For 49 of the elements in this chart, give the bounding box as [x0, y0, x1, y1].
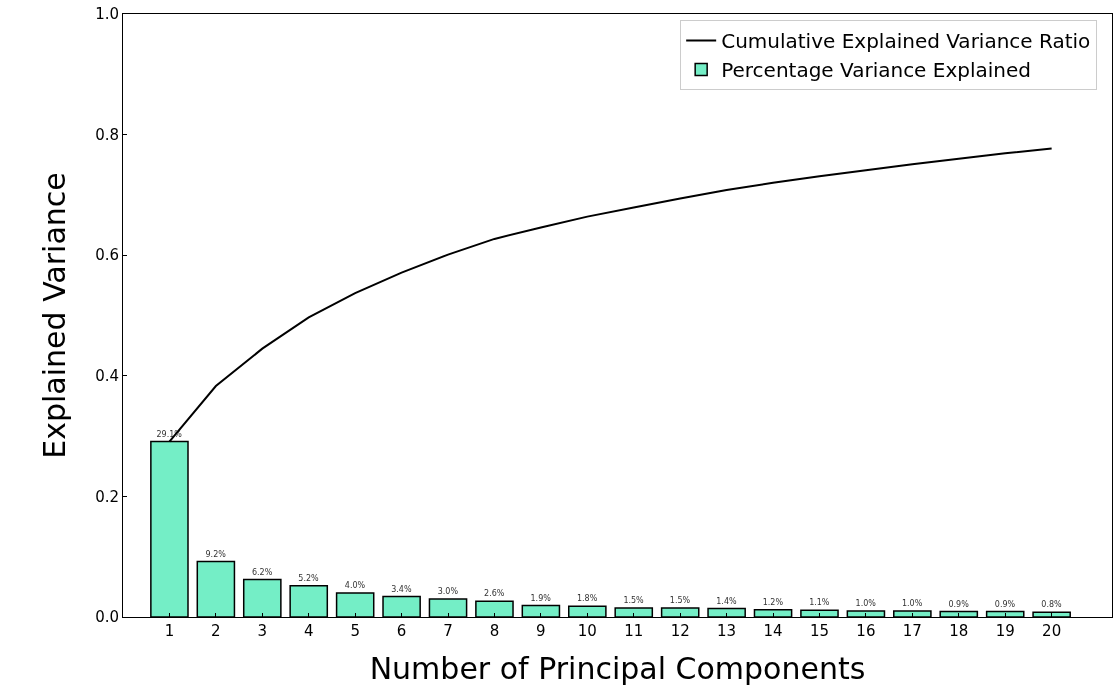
data-label: 1.5% — [623, 595, 645, 605]
x-axis-title: Number of Principal Components — [369, 650, 866, 686]
y-tick-label: 0.2 — [95, 487, 119, 506]
data-label: 1.5% — [669, 595, 691, 605]
y-tick-label: 0.4 — [95, 367, 119, 386]
x-tick-label: 10 — [577, 622, 597, 640]
y-axis-title: Explained Variance — [37, 172, 73, 459]
y-tick-label: 1.0 — [95, 5, 119, 24]
x-tick-label: 14 — [763, 622, 783, 640]
x-tick-label: 5 — [350, 622, 360, 640]
data-label: 1.9% — [530, 593, 552, 603]
data-label: 9.2% — [205, 549, 227, 559]
x-tick-label: 1 — [164, 622, 175, 640]
x-tick-label: 3 — [257, 622, 268, 640]
legend-label: Percentage Variance Explained — [721, 58, 1032, 83]
data-label: 0.8% — [1041, 600, 1062, 610]
data-label: 1.1% — [809, 598, 830, 608]
y-tick-label: 0.8 — [95, 125, 119, 144]
x-tick-label: 2 — [211, 622, 221, 640]
x-tick-label: 19 — [995, 622, 1015, 640]
legend-label: Cumulative Explained Variance Ratio — [721, 29, 1091, 54]
data-label: 1.2% — [762, 597, 784, 607]
x-tick-label: 4 — [303, 622, 314, 640]
x-tick-label: 17 — [902, 622, 922, 640]
data-label: 5.2% — [298, 573, 320, 583]
data-label: 4.0% — [344, 580, 366, 590]
data-label: 0.9% — [948, 599, 970, 609]
data-label: 1.0% — [901, 598, 923, 608]
x-tick-label: 18 — [949, 622, 969, 640]
x-tick-label: 6 — [396, 622, 407, 640]
x-tick-label: 12 — [670, 622, 690, 640]
x-tick-label: 20 — [1042, 622, 1062, 640]
x-tick-label: 8 — [489, 622, 500, 640]
y-tick-label: 0.0 — [95, 608, 119, 627]
x-tick-label: 13 — [717, 622, 737, 640]
x-tick-label: 7 — [443, 622, 453, 640]
data-label: 1.0% — [855, 598, 877, 608]
data-label: 3.4% — [391, 584, 412, 594]
data-label: 1.8% — [576, 594, 598, 604]
data-label: 3.0% — [437, 586, 459, 596]
x-tick-label: 15 — [809, 622, 830, 640]
data-label: 6.2% — [251, 567, 273, 577]
data-label: 1.4% — [716, 596, 737, 606]
y-tick-label: 0.6 — [95, 246, 119, 265]
x-tick-label: 9 — [536, 622, 546, 640]
x-tick-label: 16 — [856, 622, 876, 640]
data-label: 0.9% — [994, 599, 1016, 609]
data-label: 2.6% — [484, 589, 505, 599]
x-tick-label: 11 — [624, 622, 644, 640]
